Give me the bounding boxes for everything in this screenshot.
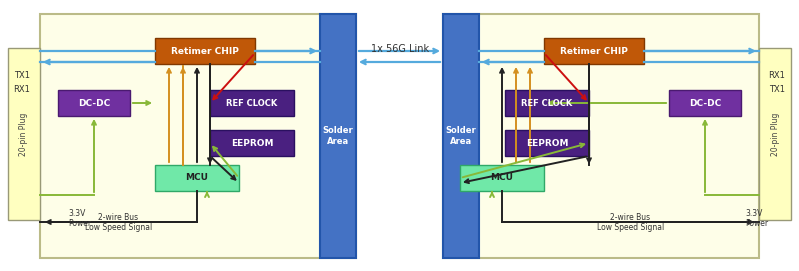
Text: Low Speed Signal: Low Speed Signal	[597, 224, 664, 233]
Text: EEPROM: EEPROM	[231, 138, 273, 147]
Text: 1x 56G Link: 1x 56G Link	[371, 44, 429, 53]
Text: 20-pin Plug: 20-pin Plug	[19, 112, 29, 156]
Text: REF CLOCK: REF CLOCK	[522, 98, 573, 108]
Text: EEPROM: EEPROM	[526, 138, 568, 147]
Text: REF CLOCK: REF CLOCK	[226, 98, 277, 108]
Bar	[669, 90, 741, 116]
Text: Solder
Area: Solder Area	[323, 126, 353, 146]
Text: 2-wire Bus: 2-wire Bus	[610, 214, 650, 222]
Bar	[320, 14, 356, 258]
Text: Solder
Area: Solder Area	[446, 126, 476, 146]
Text: TX1: TX1	[769, 85, 785, 95]
Bar	[460, 165, 544, 191]
Bar	[443, 14, 479, 258]
Bar	[210, 90, 294, 116]
Bar	[40, 14, 356, 258]
Text: RX1: RX1	[769, 72, 785, 80]
Bar	[155, 165, 239, 191]
Text: 3.3V
Power: 3.3V Power	[745, 209, 768, 228]
Text: Low Speed Signal: Low Speed Signal	[85, 224, 152, 233]
Bar	[8, 48, 40, 220]
Text: TX1: TX1	[14, 72, 30, 80]
Bar	[505, 90, 589, 116]
Bar	[505, 130, 589, 156]
Text: Retimer CHIP: Retimer CHIP	[171, 47, 239, 56]
Text: Retimer CHIP: Retimer CHIP	[560, 47, 628, 56]
Text: DC-DC: DC-DC	[78, 98, 110, 108]
Bar	[210, 130, 294, 156]
Text: 2-wire Bus: 2-wire Bus	[98, 214, 138, 222]
Bar	[443, 14, 759, 258]
Bar	[58, 90, 130, 116]
Text: 20-pin Plug: 20-pin Plug	[770, 112, 780, 156]
Text: 3.3V
Power: 3.3V Power	[68, 209, 91, 228]
Bar	[544, 38, 644, 64]
Bar	[759, 48, 791, 220]
Text: MCU: MCU	[185, 173, 209, 182]
Text: RX1: RX1	[14, 85, 30, 95]
Text: MCU: MCU	[491, 173, 514, 182]
Text: DC-DC: DC-DC	[689, 98, 721, 108]
Bar	[155, 38, 255, 64]
